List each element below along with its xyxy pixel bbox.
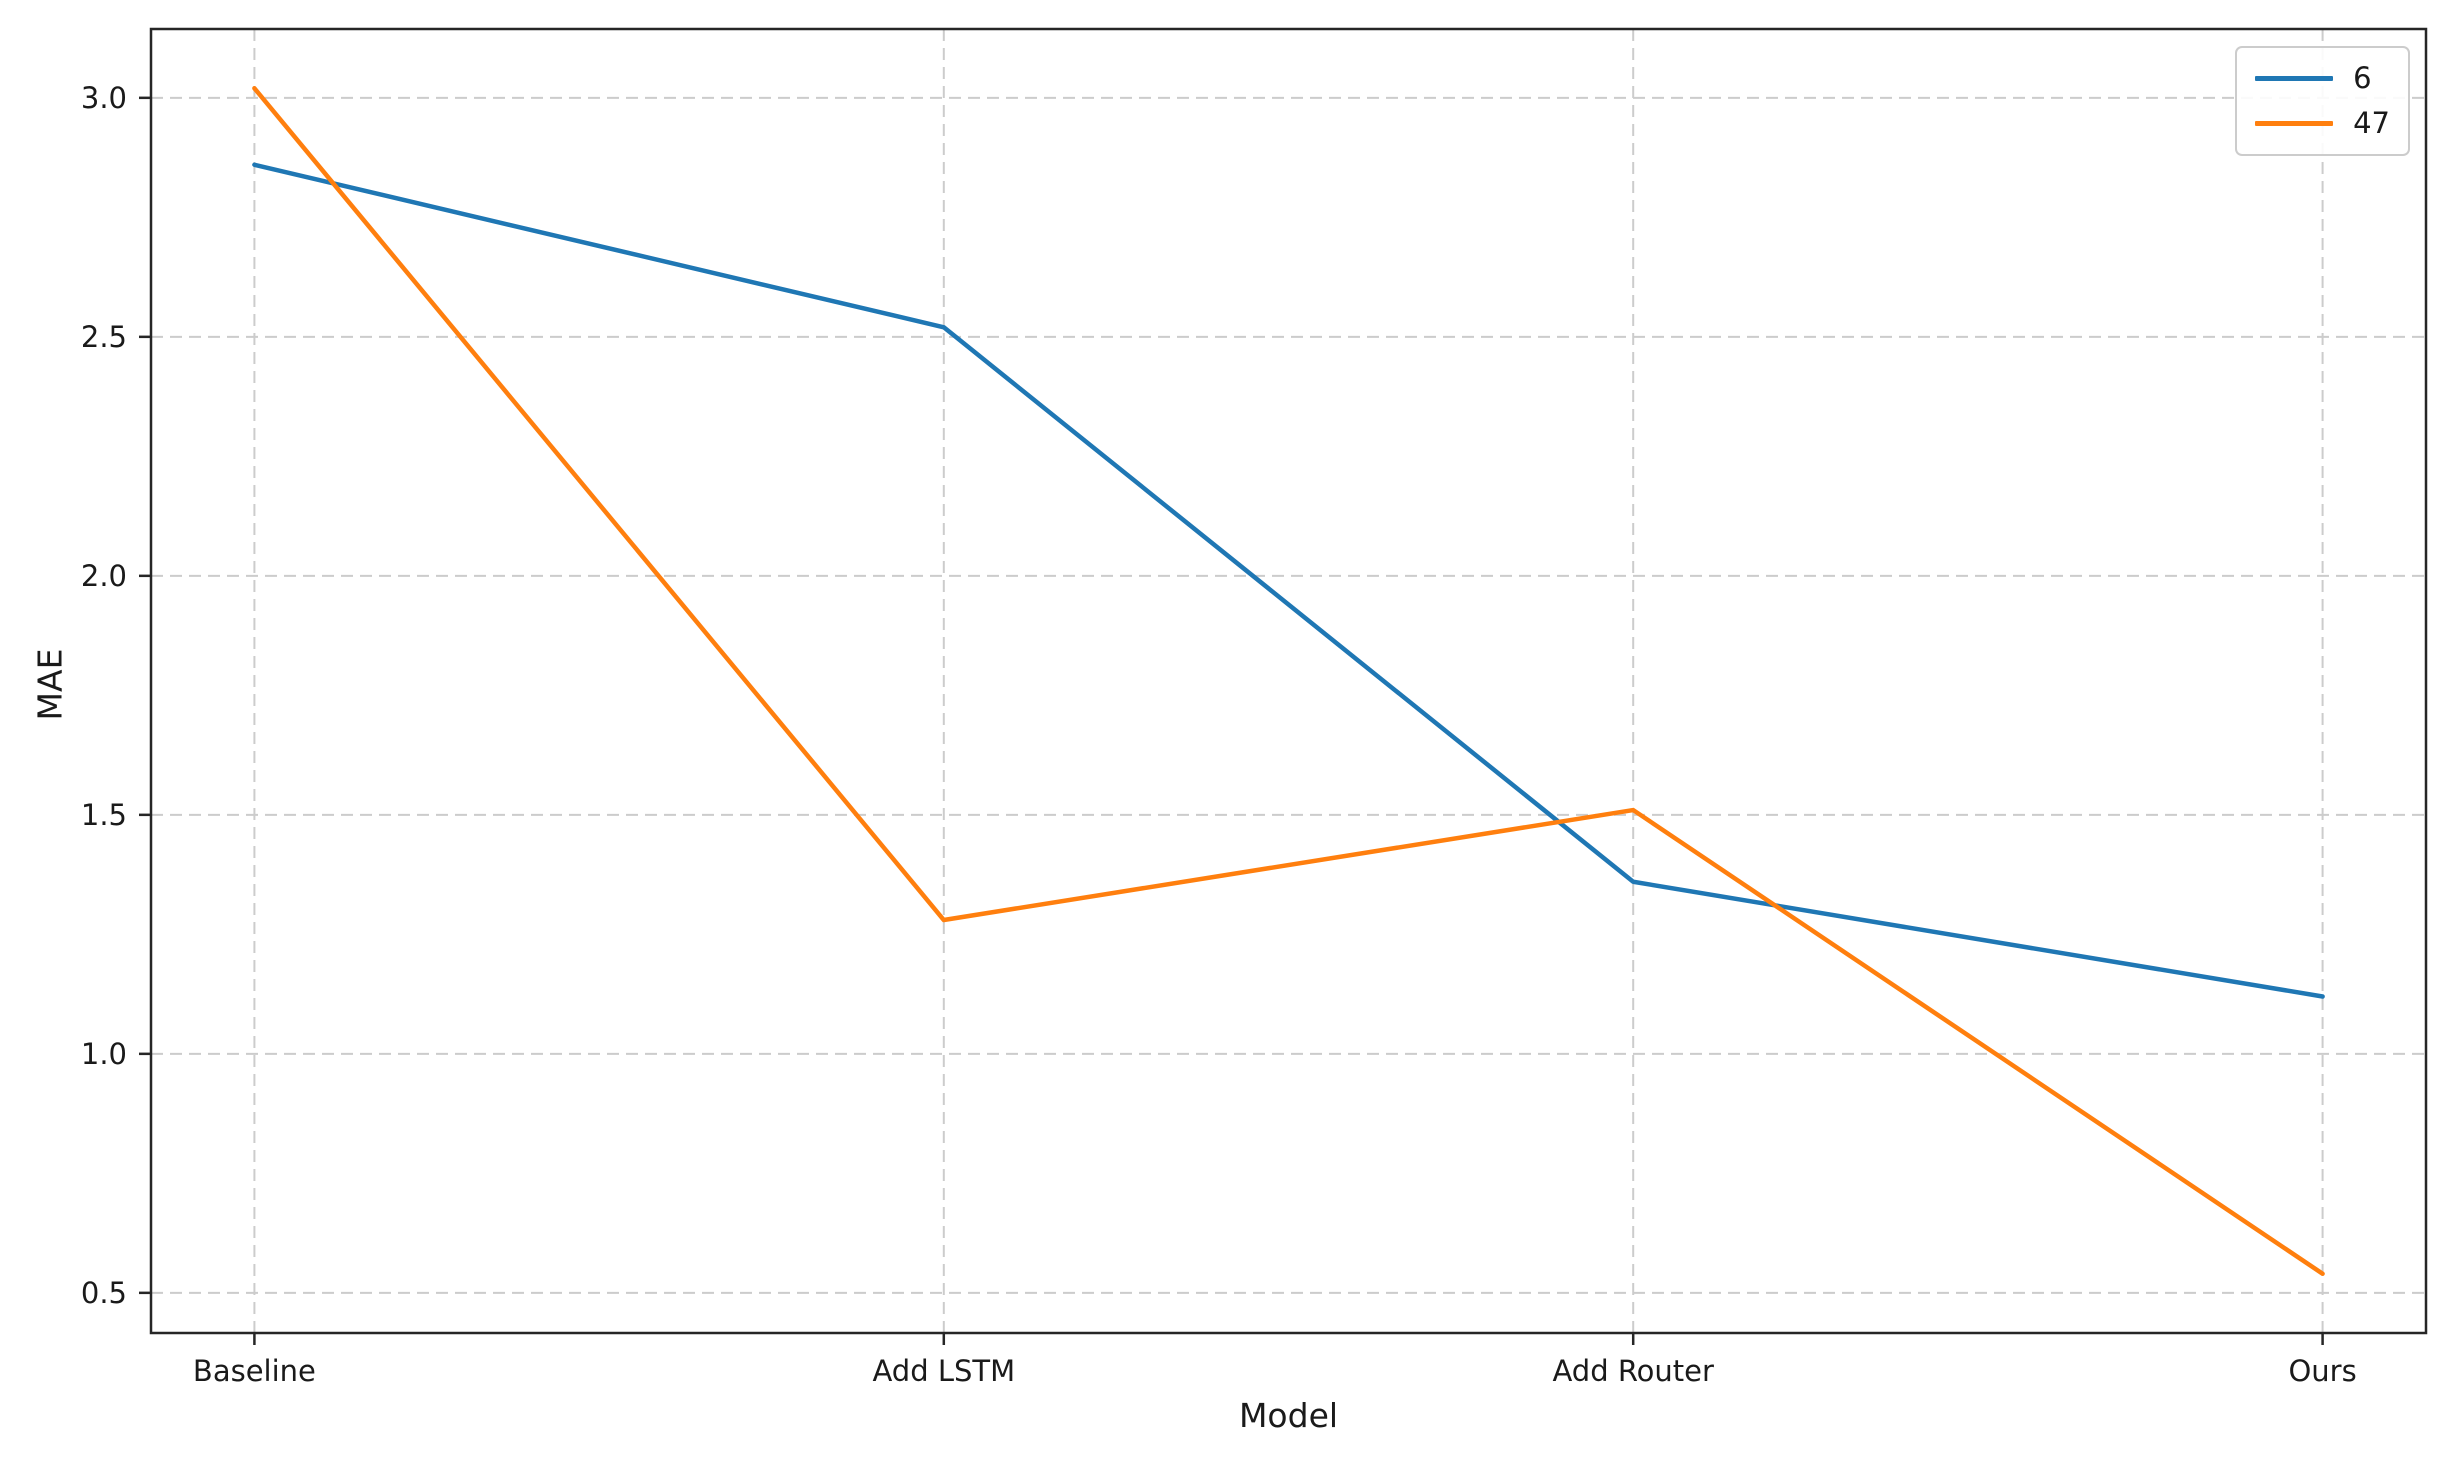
legend-label: 47 bbox=[2353, 106, 2390, 140]
y-tick-label: 2.0 bbox=[81, 559, 127, 593]
legend-label: 6 bbox=[2353, 61, 2372, 95]
legend-entry-6: 6 bbox=[2255, 64, 2390, 93]
y-tick-label: 0.5 bbox=[81, 1276, 127, 1310]
y-tick-label: 3.0 bbox=[81, 81, 127, 115]
legend-line-sample bbox=[2255, 76, 2334, 81]
x-tick-label: Ours bbox=[2288, 1354, 2356, 1388]
y-tick-label: 1.5 bbox=[81, 798, 127, 832]
plot-border bbox=[149, 27, 2428, 1335]
series-line-6 bbox=[252, 162, 2325, 999]
x-axis-title: Model bbox=[1238, 1396, 1339, 1435]
y-axis-title: MAE bbox=[30, 648, 70, 721]
x-tick-label: Add LSTM bbox=[872, 1354, 1015, 1388]
legend-entry-47: 47 bbox=[2255, 109, 2390, 138]
series-line-47 bbox=[252, 86, 2325, 1276]
legend: 6 47 bbox=[2235, 46, 2410, 156]
y-tick-label: 1.0 bbox=[81, 1037, 127, 1071]
legend-line-sample bbox=[2255, 121, 2334, 126]
y-tick-label: 2.5 bbox=[81, 320, 127, 354]
x-tick-label: Baseline bbox=[193, 1354, 316, 1388]
x-tick-label: Add Router bbox=[1552, 1354, 1714, 1388]
